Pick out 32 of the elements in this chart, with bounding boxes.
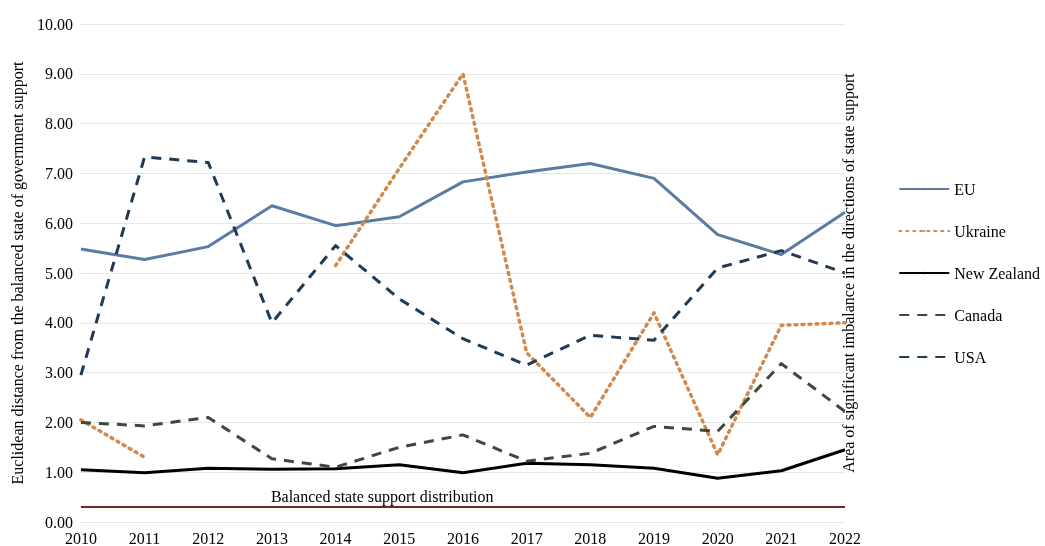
x-tick-label: 2010 (64, 529, 97, 546)
x-tick-label: 2017 (510, 529, 543, 546)
y-tick-label: 1.00 (44, 463, 73, 481)
x-tick-label: 2012 (192, 529, 225, 546)
y-tick-label: 8.00 (44, 115, 73, 133)
x-tick-label: 2013 (255, 529, 288, 546)
y-tick-label: 9.00 (44, 65, 73, 83)
x-tick-label: 2016 (446, 529, 479, 546)
legend-label: New Zealand (954, 264, 1040, 282)
legend-label: Canada (954, 306, 1003, 324)
x-tick-label: 2015 (383, 529, 416, 546)
x-tick-label: 2019 (637, 529, 670, 546)
y-tick-label: 4.00 (44, 314, 73, 332)
y-tick-label: 3.00 (44, 364, 73, 382)
y-axis-title: Euclidean distance from the balanced state of government support (8, 60, 27, 485)
ref-line-label: Balanced state support distribution (270, 487, 494, 506)
legend-label: EU (954, 180, 977, 198)
y-tick-label: 5.00 (44, 264, 73, 282)
x-tick-label: 2014 (319, 529, 352, 546)
y-tick-label: 0.00 (44, 513, 73, 531)
x-tick-label: 2018 (574, 529, 607, 546)
y-tick-label: 10.00 (36, 15, 73, 33)
annotation: Area of significant imbalance in the directions of state support (839, 72, 858, 473)
y-tick-label: 7.00 (44, 164, 73, 182)
legend-label: Ukraine (954, 222, 1006, 240)
x-tick-label: 2011 (128, 529, 161, 546)
legend-label: USA (954, 348, 987, 366)
x-tick-label: 2021 (765, 529, 798, 546)
y-tick-label: 2.00 (44, 413, 73, 431)
x-tick-label: 2022 (829, 529, 861, 546)
x-tick-label: 2020 (701, 529, 734, 546)
y-tick-label: 6.00 (44, 214, 73, 232)
